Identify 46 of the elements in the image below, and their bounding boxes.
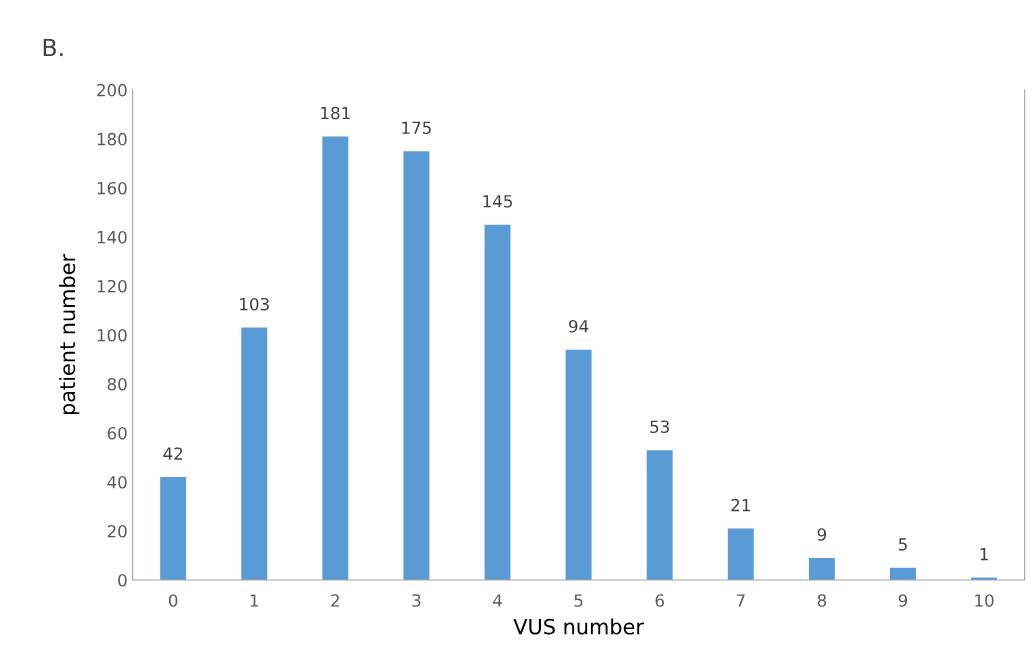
x-tick-label: 9 — [898, 594, 908, 607]
y-tick-label: 40 — [107, 475, 127, 489]
bar — [646, 450, 673, 581]
y-tick-label: 20 — [107, 524, 127, 538]
bar — [403, 151, 430, 581]
y-axis-title: patient number — [59, 253, 80, 415]
data-label: 175 — [402, 121, 431, 135]
data-label: 9 — [817, 528, 827, 541]
y-tick-label: 100 — [97, 328, 127, 342]
data-label: 1 — [980, 548, 988, 561]
x-tick-label: 4 — [493, 594, 502, 607]
x-tick-label: 8 — [817, 594, 827, 607]
y-tick-label: 80 — [107, 377, 127, 391]
x-tick-label: 1 — [250, 594, 259, 607]
bar — [727, 528, 754, 581]
y-tick-label: 0 — [118, 573, 127, 587]
data-label: 103 — [240, 297, 269, 311]
data-label: 53 — [650, 420, 669, 434]
y-tick-label: 120 — [97, 279, 127, 293]
bar — [808, 557, 835, 581]
x-tick-label: 10 — [975, 594, 994, 607]
data-label: 94 — [569, 319, 589, 333]
data-label: 145 — [483, 195, 512, 208]
bar — [565, 349, 592, 581]
y-tick-label: 180 — [97, 132, 127, 146]
y-tick-label: 200 — [97, 83, 127, 97]
bar — [484, 224, 511, 581]
chart-title: B. — [43, 38, 63, 57]
x-tick-label: 6 — [655, 594, 664, 607]
x-tick-label: 5 — [574, 594, 583, 607]
y-tick-label: 140 — [97, 230, 127, 244]
x-tick-label: 2 — [331, 594, 339, 607]
bar — [160, 477, 187, 581]
data-label: 181 — [321, 106, 350, 120]
x-tick-label: 0 — [168, 594, 178, 607]
y-tick-label: 60 — [107, 426, 127, 440]
y-tick-label: 160 — [97, 181, 127, 195]
bar — [889, 567, 916, 581]
data-label: 5 — [898, 538, 907, 551]
data-label: 42 — [163, 447, 183, 460]
bar — [322, 136, 349, 581]
x-tick-label: 3 — [412, 594, 421, 607]
x-tick-label: 7 — [736, 594, 745, 607]
data-label: 21 — [731, 498, 750, 512]
bar — [241, 327, 268, 581]
x-axis-title: VUS number — [513, 618, 644, 635]
